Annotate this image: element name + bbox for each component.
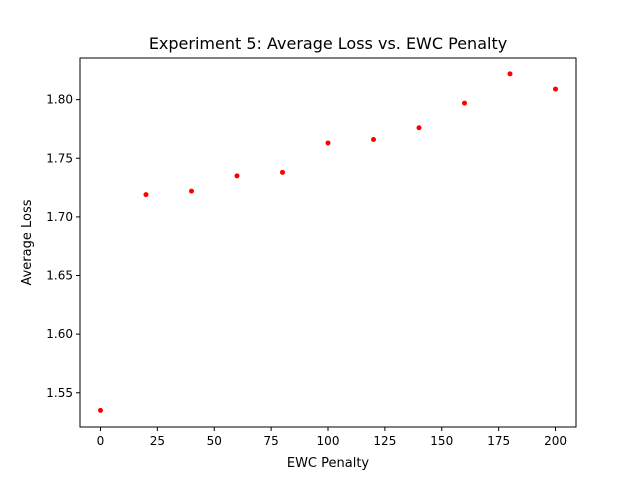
data-point xyxy=(416,125,422,131)
y-tick-label: 1.75 xyxy=(46,151,73,165)
y-tick-label: 1.70 xyxy=(46,210,73,224)
data-point xyxy=(234,173,240,179)
x-tick-label: 175 xyxy=(487,434,510,448)
data-point xyxy=(462,100,468,106)
x-axis: 0 25 50 75 100 125 150 175 200 xyxy=(97,427,567,448)
data-point xyxy=(188,188,194,194)
y-tick-label: 1.65 xyxy=(46,269,73,283)
x-tick-label: 100 xyxy=(317,434,340,448)
data-points xyxy=(97,71,559,413)
x-tick-label: 0 xyxy=(97,434,105,448)
axes-frame xyxy=(79,57,577,428)
data-point xyxy=(325,140,331,146)
y-tick-label: 1.55 xyxy=(46,386,73,400)
y-tick-label: 1.60 xyxy=(46,327,73,341)
data-point xyxy=(143,192,149,198)
x-tick-label: 150 xyxy=(430,434,453,448)
data-point xyxy=(371,136,377,142)
y-axis-label: Average Loss xyxy=(20,199,35,285)
x-tick-label: 50 xyxy=(207,434,222,448)
x-tick-label: 25 xyxy=(150,434,165,448)
data-point xyxy=(279,169,285,175)
y-tick-label: 1.80 xyxy=(46,93,73,107)
x-tick-label: 75 xyxy=(263,434,278,448)
data-point xyxy=(553,86,559,92)
chart-title: Experiment 5: Average Loss vs. EWC Penal… xyxy=(149,34,507,53)
data-point xyxy=(507,71,513,77)
x-axis-label: EWC Penalty xyxy=(287,456,370,471)
data-point xyxy=(97,407,103,413)
x-tick-label: 125 xyxy=(373,434,396,448)
x-tick-label: 200 xyxy=(544,434,567,448)
y-axis: 1.55 1.60 1.65 1.70 1.75 1.80 xyxy=(46,93,80,400)
